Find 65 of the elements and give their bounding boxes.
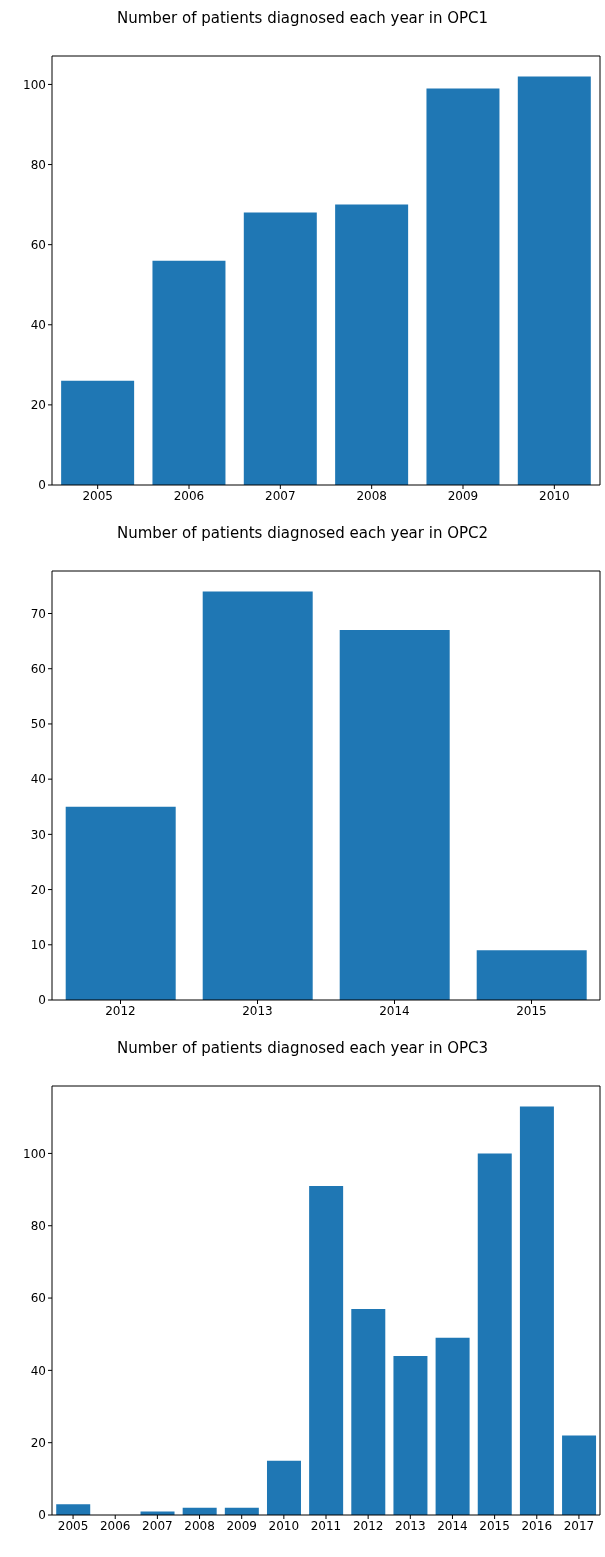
y-tick-label: 20 <box>30 1435 46 1450</box>
x-tick-label: 2014 <box>437 1518 468 1533</box>
bar <box>202 591 313 1000</box>
bar <box>56 1504 91 1515</box>
x-tick-label: 2009 <box>226 1518 257 1533</box>
bar <box>476 950 587 1000</box>
bar <box>309 1185 344 1515</box>
y-tick-label: 70 <box>30 606 46 621</box>
x-tick-label: 2013 <box>395 1518 426 1533</box>
x-tick-label: 2008 <box>356 488 387 503</box>
y-tick-label: 40 <box>30 1363 46 1378</box>
y-tick-label: 10 <box>30 938 46 953</box>
bar <box>61 380 135 485</box>
y-tick-label: 30 <box>30 827 46 842</box>
x-tick-label: 2014 <box>379 1003 410 1018</box>
y-tick-label: 50 <box>30 717 46 732</box>
x-tick-label: 2008 <box>184 1518 215 1533</box>
y-tick-label: 20 <box>30 882 46 897</box>
x-tick-label: 2017 <box>563 1518 595 1533</box>
x-tick-label: 2006 <box>173 488 205 503</box>
chart-title: Number of patients diagnosed each year in OPC3 <box>115 1038 490 1059</box>
bar <box>266 1460 301 1515</box>
x-tick-label: 2005 <box>82 488 113 503</box>
x-tick-label: 2007 <box>265 488 296 503</box>
y-tick-label: 40 <box>30 318 46 333</box>
y-tick-label: 0 <box>38 993 46 1008</box>
bar <box>477 1153 512 1515</box>
x-tick-label: 2011 <box>310 1518 342 1533</box>
y-tick-label: 100 <box>23 1146 46 1161</box>
x-tick-label: 2012 <box>105 1003 136 1018</box>
bar <box>517 76 591 485</box>
bar <box>339 630 450 1000</box>
bar <box>519 1106 554 1515</box>
x-tick-label: 2010 <box>268 1518 300 1533</box>
x-tick-label: 2013 <box>242 1003 273 1018</box>
y-tick-label: 0 <box>38 478 46 493</box>
x-tick-label: 2016 <box>521 1518 553 1533</box>
x-tick-label: 2007 <box>142 1518 173 1533</box>
chart-title: Number of patients diagnosed each year in OPC1 <box>115 8 490 29</box>
bar <box>562 1435 597 1515</box>
x-tick-label: 2012 <box>352 1518 384 1533</box>
bar <box>351 1308 386 1515</box>
bar <box>243 212 317 485</box>
x-tick-label: 2010 <box>539 488 570 503</box>
bar <box>335 204 409 485</box>
y-tick-label: 80 <box>30 1219 46 1234</box>
chart-title: Number of patients diagnosed each year in OPC2 <box>115 523 490 544</box>
x-tick-label: 2009 <box>447 488 479 503</box>
bar <box>426 88 500 485</box>
y-tick-label: 60 <box>30 1291 46 1306</box>
y-tick-label: 100 <box>23 77 46 92</box>
x-tick-label: 2005 <box>57 1518 89 1533</box>
y-tick-label: 20 <box>30 398 46 413</box>
x-tick-label: 2006 <box>99 1518 131 1533</box>
y-tick-label: 40 <box>30 772 46 787</box>
y-tick-label: 0 <box>38 1508 46 1523</box>
x-tick-label: 2015 <box>516 1003 547 1018</box>
bar <box>435 1337 470 1515</box>
y-tick-label: 80 <box>30 157 46 172</box>
bar <box>152 260 226 485</box>
bar <box>65 806 176 1000</box>
y-tick-label: 60 <box>30 237 46 252</box>
x-tick-label: 2015 <box>479 1518 510 1533</box>
bar <box>393 1355 428 1515</box>
y-tick-label: 60 <box>30 661 46 676</box>
